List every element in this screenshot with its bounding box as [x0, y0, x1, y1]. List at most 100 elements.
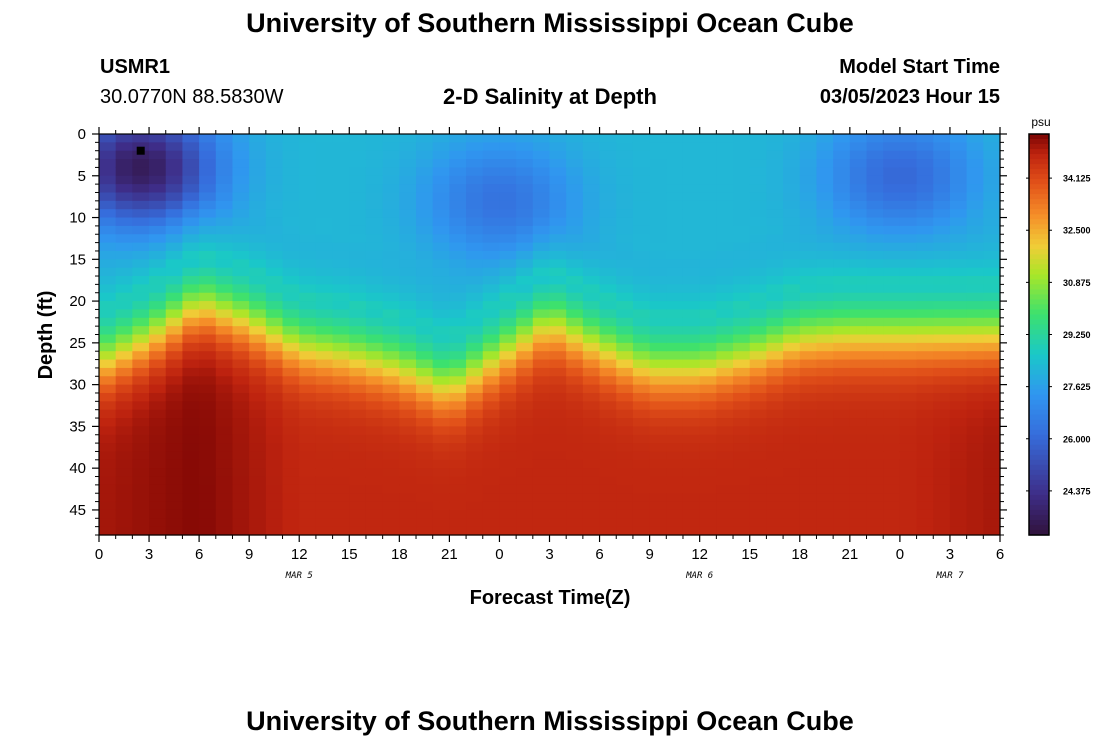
heatmap-cell	[299, 392, 317, 402]
heatmap-cell	[332, 367, 350, 377]
heatmap-cell	[299, 309, 317, 319]
heatmap-cell	[199, 418, 217, 427]
heatmap-cell	[482, 376, 501, 386]
colorbar-segment	[1029, 409, 1049, 416]
heatmap-cell	[666, 284, 684, 294]
heatmap-cell	[332, 150, 350, 160]
heatmap-cell	[516, 150, 534, 160]
heatmap-cell	[482, 493, 501, 503]
heatmap-cell	[115, 426, 133, 436]
heatmap-cell	[649, 217, 667, 227]
heatmap-cell	[849, 401, 868, 411]
heatmap-cell	[399, 192, 417, 202]
heatmap-cell	[549, 501, 567, 511]
heatmap-cell	[599, 200, 617, 210]
heatmap-cell	[616, 259, 634, 269]
heatmap-cell	[549, 150, 567, 160]
heatmap-cell	[616, 142, 634, 152]
heatmap-cell	[249, 242, 267, 252]
heatmap-cell	[249, 200, 267, 210]
heatmap-cell	[516, 134, 534, 143]
heatmap-cell	[666, 217, 684, 227]
heatmap-cell	[332, 159, 350, 169]
heatmap-cell	[883, 259, 901, 269]
heatmap-cell	[749, 367, 768, 377]
heatmap-cell	[599, 225, 617, 235]
heatmap-cell	[315, 451, 334, 461]
heatmap-cell	[616, 351, 634, 361]
heatmap-cell	[983, 200, 1001, 210]
heatmap-cell	[432, 426, 450, 436]
heatmap-cell	[816, 443, 834, 453]
heatmap-cell	[783, 167, 801, 177]
heatmap-cell	[582, 200, 601, 210]
heatmap-cell	[783, 418, 801, 427]
heatmap-cell	[632, 367, 651, 377]
heatmap-cell	[816, 234, 834, 244]
heatmap-cell	[332, 384, 350, 394]
heatmap-cell	[165, 434, 184, 444]
heatmap-cell	[566, 175, 584, 185]
heatmap-cell	[816, 134, 834, 143]
heatmap-cell	[482, 250, 501, 260]
heatmap-cell	[749, 167, 768, 177]
heatmap-cell	[599, 159, 617, 169]
heatmap-cell	[115, 159, 133, 169]
heatmap-cell	[816, 426, 834, 436]
heatmap-cell	[416, 476, 434, 486]
heatmap-cell	[365, 317, 384, 327]
heatmap-cell	[816, 418, 834, 427]
heatmap-cell	[282, 276, 300, 285]
heatmap-cell	[532, 217, 551, 227]
heatmap-cell	[499, 484, 517, 494]
heatmap-cell	[682, 142, 701, 152]
colorbar-segment	[1029, 149, 1049, 155]
heatmap-cell	[115, 359, 133, 369]
heatmap-cell	[632, 150, 651, 160]
heatmap-cell	[566, 493, 584, 503]
heatmap-cell	[682, 192, 701, 202]
x-tick-label: 0	[495, 546, 503, 563]
colorbar-segment	[1029, 324, 1049, 331]
heatmap-cell	[733, 509, 751, 519]
heatmap-cell	[232, 426, 250, 436]
heatmap-cell	[883, 334, 901, 344]
heatmap-cell	[232, 150, 250, 160]
heatmap-cell	[532, 434, 551, 444]
heatmap-cell	[182, 493, 200, 503]
heatmap-cell	[766, 342, 784, 352]
heatmap-cell	[382, 434, 400, 444]
heatmap-cell	[549, 509, 567, 519]
colorbar-segment	[1029, 139, 1049, 145]
heatmap-cell	[749, 217, 768, 227]
colorbar-segment	[1029, 339, 1049, 346]
heatmap-cell	[349, 192, 367, 202]
heatmap-cell	[199, 426, 217, 436]
heatmap-cell	[716, 184, 734, 194]
heatmap-cell	[866, 317, 884, 327]
heatmap-cell	[332, 234, 350, 244]
heatmap-cell	[332, 401, 350, 411]
heatmap-cell	[699, 484, 717, 494]
heatmap-cell	[199, 250, 217, 260]
heatmap-cell	[866, 359, 884, 369]
heatmap-cell	[149, 134, 167, 143]
heatmap-cell	[215, 267, 234, 277]
heatmap-cell	[249, 376, 267, 386]
heatmap-cell	[282, 200, 300, 210]
heatmap-cell	[933, 392, 951, 402]
heatmap-cell	[983, 150, 1001, 160]
heatmap-cell	[549, 225, 567, 235]
heatmap-cell	[449, 209, 467, 219]
heatmap-cell	[699, 376, 717, 386]
heatmap-cell	[883, 250, 901, 260]
heatmap-cell	[733, 250, 751, 260]
heatmap-cell	[582, 326, 601, 336]
heatmap-cell	[799, 509, 818, 519]
heatmap-cell	[716, 376, 734, 386]
heatmap-cell	[365, 351, 384, 361]
heatmap-cell	[566, 284, 584, 294]
heatmap-cell	[949, 276, 968, 285]
heatmap-cell	[582, 259, 601, 269]
heatmap-cell	[532, 209, 551, 219]
